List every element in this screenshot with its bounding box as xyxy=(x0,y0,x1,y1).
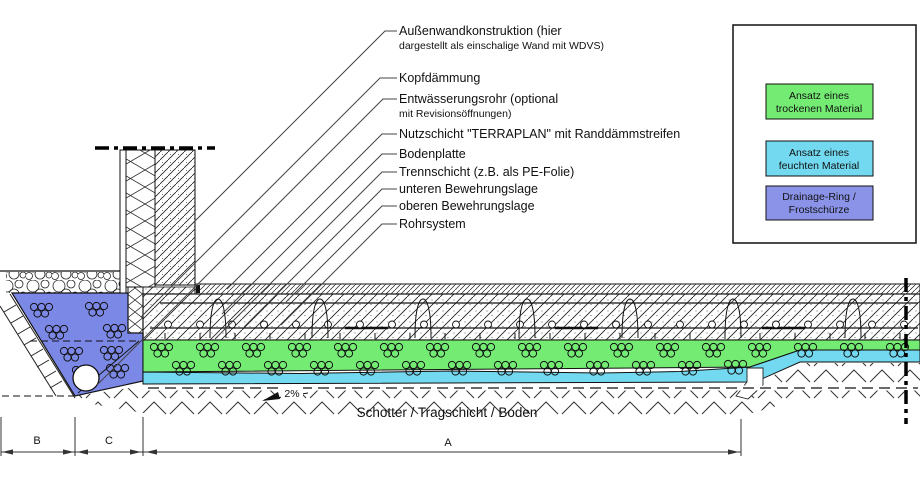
callout-nutzschicht: Nutzschicht "TERRAPLAN" mit Randdämmstre… xyxy=(399,127,680,141)
legend-swatch-dry xyxy=(765,83,874,120)
leader-bodenplatte xyxy=(221,153,397,315)
drainage-ring-region xyxy=(2,292,144,397)
dimension-arrows xyxy=(2,449,739,455)
leader-kopfdaemmung xyxy=(140,77,397,318)
callout-rohrsystem: Rohrsystem xyxy=(399,217,466,231)
leader-rohrsystem xyxy=(280,223,397,326)
leader-obere-bewehrung xyxy=(285,205,397,303)
gravel-strip xyxy=(6,272,122,293)
dim-label-c: C xyxy=(105,435,113,447)
slope-marker: 2% xyxy=(262,387,309,401)
wall-masonry xyxy=(154,149,196,286)
soil-step-detail xyxy=(735,367,764,400)
slab-edge-insulation xyxy=(127,286,144,334)
wall-insulation-wdvs xyxy=(125,149,156,288)
legend-drainage-line1: Drainage-Ring / xyxy=(782,191,856,203)
callout-aussenwand-sub: dargestellt als einschalige Wand mit WDV… xyxy=(399,40,604,52)
legend-swatch-drainage xyxy=(765,185,874,221)
callout-leaders xyxy=(96,30,397,386)
exterior-wall xyxy=(95,146,215,294)
pipe-system-pipes xyxy=(164,320,908,329)
leader-untere-bewehrung xyxy=(243,188,397,328)
leader-nutzschicht xyxy=(226,133,397,290)
rebar-chairs xyxy=(209,298,862,339)
callout-entwaesserungsrohr: Entwässerungsrohr (optional xyxy=(399,92,558,106)
callout-untere-bewehrung: unteren Bewehrungslage xyxy=(399,182,538,196)
callout-obere-bewehrung: oberen Bewehrungslage xyxy=(399,199,535,213)
dim-label-a: A xyxy=(444,437,452,449)
slope-arrow-icon xyxy=(262,392,280,401)
reinforcement xyxy=(150,298,918,339)
dim-label-b: B xyxy=(33,435,40,447)
exterior-ground-surface xyxy=(0,270,122,293)
concrete-slab xyxy=(142,293,920,341)
spacer-ticks xyxy=(164,333,901,339)
wall-render-layer xyxy=(119,149,127,294)
legend-dry-line1: Ansatz eines xyxy=(789,90,849,102)
edge-strip-marker xyxy=(196,285,200,293)
leader-aussenwand xyxy=(179,30,397,237)
callout-trennschicht: Trennschicht (z.B. als PE-Folie) xyxy=(399,165,574,179)
callout-labels: Außenwandkonstruktion (hier dargestellt … xyxy=(399,24,680,231)
excavation-slope xyxy=(0,293,76,399)
dimension-line xyxy=(0,417,742,456)
legend-dry-line2: trockenen Material xyxy=(776,103,862,115)
legend-wet-line1: Ansatz eines xyxy=(789,147,849,159)
screed-terraplan xyxy=(194,283,920,295)
callout-aussenwand: Außenwandkonstruktion (hier xyxy=(399,24,562,38)
legend-swatch-wet xyxy=(765,140,874,177)
legend-drainage-line2: Frostschürze xyxy=(789,204,850,216)
legend-wet-line2: feuchten Material xyxy=(779,160,860,172)
callout-kopfdaemmung: Kopfdämmung xyxy=(399,71,480,85)
legend: Ansatz eines trockenen Material Ansatz e… xyxy=(732,24,917,244)
ground-label: Schotter / Tragschicht / Boden xyxy=(357,405,538,420)
dimension-labels: B C A xyxy=(33,435,452,449)
subsoil xyxy=(75,363,920,415)
drain-pipe xyxy=(72,364,100,392)
callout-entwaesserungsrohr-sub: mit Revisionsöffnungen) xyxy=(399,108,511,120)
callout-bodenplatte: Bodenplatte xyxy=(399,147,466,161)
leader-entwaesserungsrohr xyxy=(96,98,397,386)
slope-label: 2% xyxy=(284,388,299,400)
leader-trennschicht xyxy=(214,171,397,340)
floor-buildup xyxy=(127,283,920,341)
